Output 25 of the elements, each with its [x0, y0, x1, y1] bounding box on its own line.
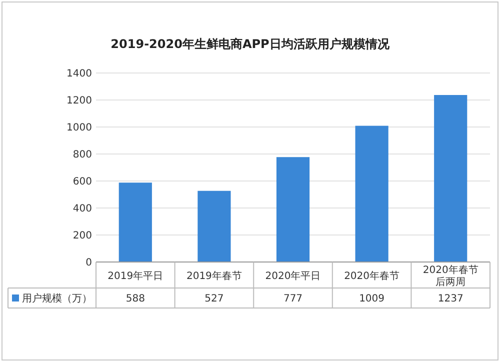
x-tick-label: 2020年春节 — [344, 270, 400, 282]
x-tick-label: 2019年春节 — [186, 270, 242, 282]
x-tick-label: 2019年平日 — [108, 270, 164, 282]
y-tick-label: 0 — [86, 258, 92, 268]
bar — [118, 182, 152, 262]
legend-label: 用户规模（万） — [22, 292, 92, 304]
data-label: 588 — [126, 294, 145, 304]
data-label: 1237 — [438, 294, 464, 304]
bar — [198, 190, 231, 262]
y-tick-label: 600 — [72, 176, 92, 188]
y-tick-label: 200 — [72, 230, 92, 242]
data-label: 1009 — [359, 294, 385, 304]
chart-title: 2019-2020年生鲜电商APP日均活跃用户规模情况 — [110, 37, 390, 51]
data-label: 777 — [283, 294, 303, 304]
y-tick-label: 1000 — [66, 122, 92, 134]
y-tick-label: 1400 — [66, 68, 92, 80]
y-tick-label: 400 — [72, 204, 92, 214]
bar — [276, 157, 310, 262]
y-tick-label: 1200 — [66, 96, 92, 106]
x-tick-label: 2020年平日 — [265, 270, 321, 282]
bar — [434, 95, 468, 262]
data-label: 527 — [204, 294, 224, 304]
bar — [355, 126, 388, 262]
x-tick-label: 2020年春节后两周 — [422, 264, 478, 288]
y-tick-label: 800 — [72, 150, 92, 160]
